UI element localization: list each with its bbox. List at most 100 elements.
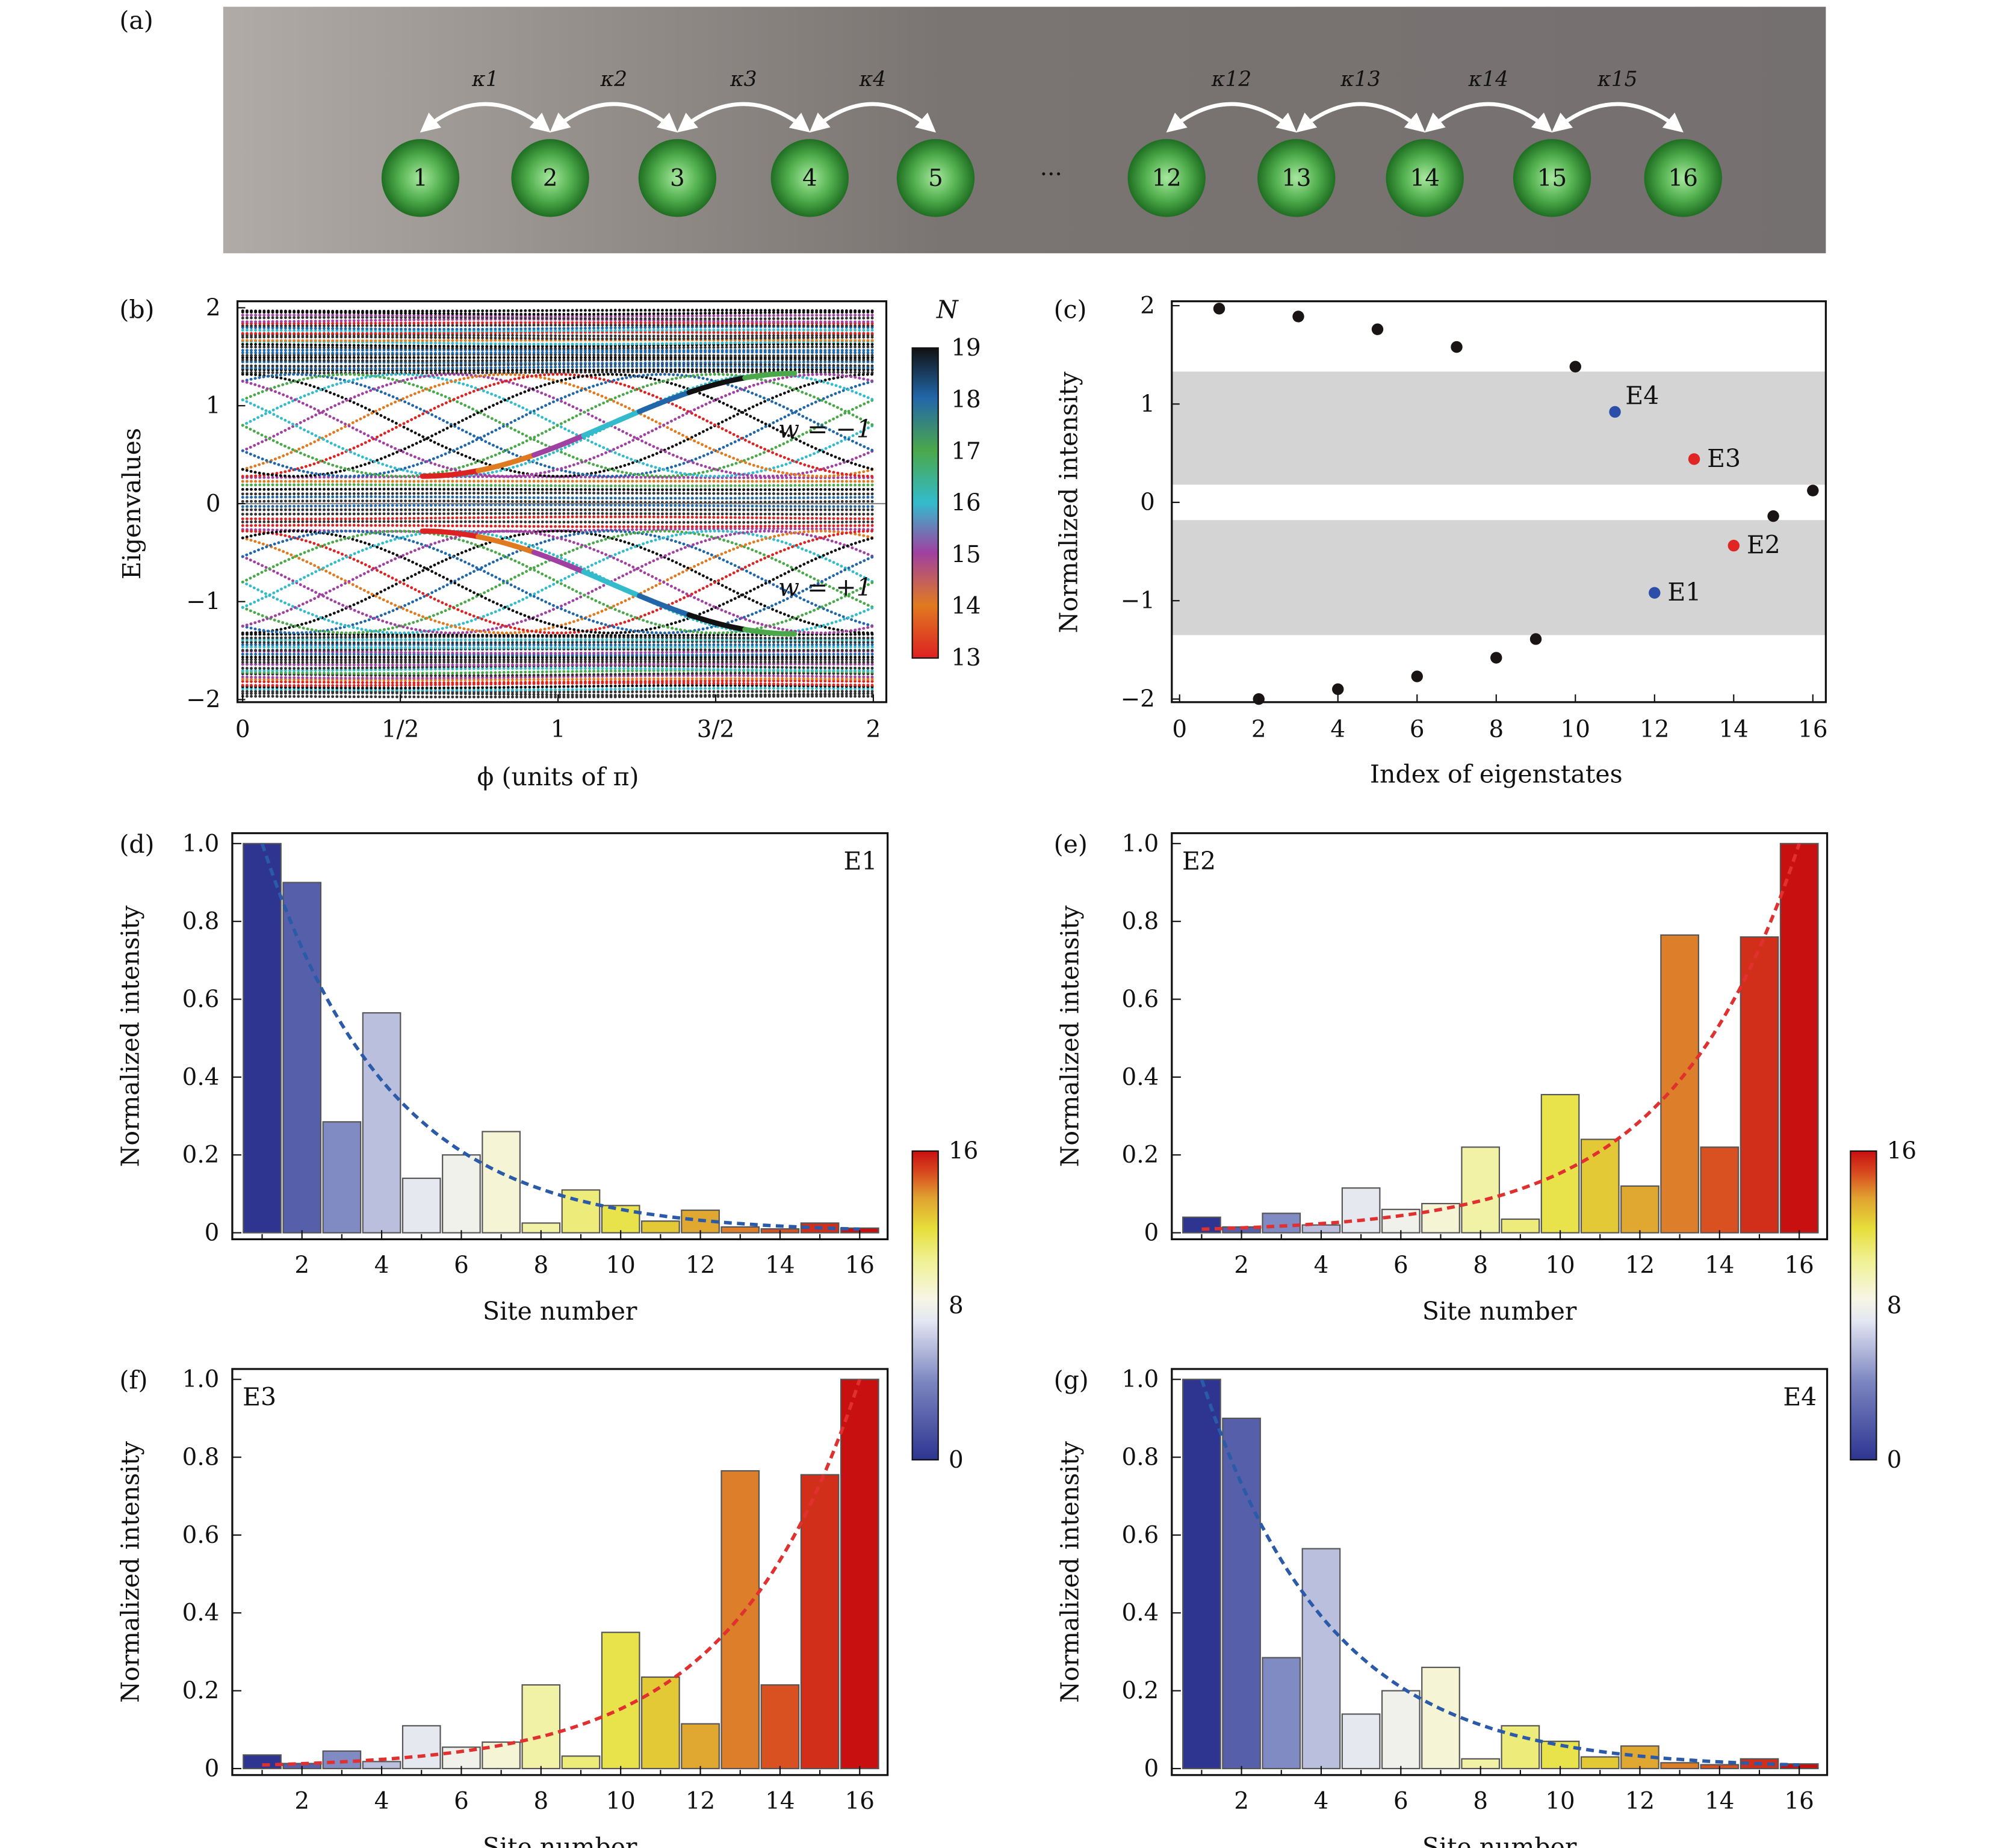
y-tick-label: 0.2 [182, 1142, 220, 1169]
lattice-node: 12 [1127, 139, 1206, 217]
x-tick-label: 4 [1314, 1788, 1329, 1815]
node-circle [638, 139, 717, 217]
colorbar-tick-label: 8 [949, 1292, 964, 1319]
x-axis-label: Site number [1422, 1832, 1577, 1848]
y-tick-label: 0.6 [182, 986, 220, 1013]
x-axis-label: Site number [483, 1832, 637, 1848]
eigenstate-point [1292, 311, 1304, 323]
gap-band [1171, 520, 1826, 635]
coupling-label: κ3 [730, 67, 757, 91]
lattice-diagram: 1 2 3 4 5 12 13 14 15 16···κ1 κ2 κ3 κ4 κ12 κ13 κ14 κ15 [223, 7, 1826, 253]
band-curve [241, 338, 875, 342]
state-label: E3 [243, 1382, 276, 1411]
x-tick-label: 4 [374, 1252, 389, 1279]
bar-site-14 [760, 1684, 800, 1770]
band-curve [241, 325, 875, 331]
bar-site-15 [1740, 936, 1779, 1234]
x-tick-label: 10 [1545, 1252, 1575, 1279]
band-curve [241, 487, 875, 492]
band-curve [241, 315, 875, 321]
node-label: 16 [1669, 165, 1698, 192]
coupling-arrow [677, 102, 810, 133]
x-tick-label: 4 [374, 1788, 389, 1815]
x-tick-label: 10 [1545, 1788, 1575, 1815]
x-tick-label: 2 [1234, 1252, 1249, 1279]
colorbar-tick-label: 19 [951, 335, 981, 362]
eigenvalue-spectrum-plot: 0 1/2 1 3/2 2 2 1 0 −1 −2 ϕ (units of π) Eigenvalue… [117, 294, 981, 791]
plot-frame [1171, 1368, 1829, 1776]
band-curve [241, 677, 875, 682]
y-tick-label: 0.6 [1122, 986, 1159, 1013]
x-tick-label: 10 [1561, 716, 1590, 743]
colorbar-tick-label: 0 [1887, 1447, 1902, 1474]
node-label: 14 [1410, 165, 1440, 192]
y-tick-label: 0.6 [182, 1522, 220, 1549]
band-curve [241, 309, 875, 313]
edge-state-curve [241, 530, 875, 635]
node-label: 4 [802, 165, 817, 192]
band-curve [241, 357, 875, 363]
coupling-label: κ2 [600, 67, 627, 91]
band-curve [241, 667, 875, 672]
bar-site-16 [840, 1379, 879, 1770]
state-label: E2 [1182, 847, 1216, 876]
y-tick-label: 1 [206, 392, 221, 419]
x-tick-label: 2 [1251, 716, 1266, 743]
bar-site-7 [1421, 1666, 1460, 1770]
band-curve [241, 318, 875, 324]
x-tick-label: 10 [606, 1252, 635, 1279]
lattice-node: 3 [638, 139, 717, 217]
winding-annotation: w = −1 [778, 415, 872, 443]
band-curve [241, 335, 875, 341]
bar-site-5 [401, 1725, 441, 1770]
x-tick-label: 2 [866, 716, 881, 743]
y-axis-label: Normalized intensity [116, 1441, 145, 1703]
eigenstate-point [1451, 341, 1463, 353]
bar-site-3 [1262, 1213, 1301, 1234]
y-tick-label: 0 [205, 1220, 220, 1247]
y-tick-label: 0.6 [1122, 1522, 1159, 1549]
bar-site-6 [442, 1154, 481, 1234]
bar-site-13 [720, 1226, 760, 1234]
band-curve [241, 664, 875, 670]
node-circle [896, 139, 975, 217]
bar-chart-e2: 2 4 6 8 10 12 14 16 1.0 0.8 0.6 0.4 0.2 0 Site number N… [1056, 830, 1829, 1326]
eigenstate-point [1332, 683, 1344, 696]
coupling-arrow [420, 102, 551, 133]
band-curve [241, 339, 875, 346]
x-tick-label: 16 [845, 1788, 875, 1815]
gap-band [1171, 371, 1826, 485]
colorbar-tick-label: 18 [951, 386, 981, 413]
node-label: 3 [670, 165, 685, 192]
bar-site-8 [1461, 1146, 1501, 1234]
coupling-arrow [1551, 102, 1684, 133]
y-tick-label: 1.0 [182, 1366, 220, 1393]
bar-site-13 [1660, 934, 1699, 1234]
bar-site-1 [1182, 1216, 1221, 1234]
y-tick-label: 0 [206, 490, 221, 518]
y-tick-label: 0.4 [1122, 1599, 1159, 1627]
bar-site-11 [641, 1220, 680, 1234]
y-tick-label: 0 [1140, 489, 1155, 516]
bar-site-10 [601, 1631, 640, 1770]
plot-frame [1171, 832, 1829, 1241]
bar-site-5 [1341, 1187, 1381, 1234]
y-tick-label: 0.2 [1122, 1142, 1159, 1169]
edge-state-curve [241, 372, 875, 478]
plot-frame [231, 1368, 889, 1776]
band-curve [241, 660, 875, 664]
bar-site-13 [720, 1470, 760, 1770]
bar-site-11 [641, 1676, 680, 1770]
band-curve [241, 365, 875, 371]
lattice-node: 15 [1513, 139, 1591, 217]
y-axis-label: Normalized intensity [1056, 1441, 1085, 1703]
band-curve [241, 333, 875, 338]
node-circle [381, 139, 460, 217]
y-tick-label: 0.4 [182, 1064, 220, 1091]
band-curve [241, 645, 875, 649]
x-tick-label: 8 [533, 1788, 548, 1815]
x-tick-label: 1 [551, 716, 566, 743]
bar-site-5 [401, 1177, 441, 1234]
y-axis-label: Normalized intensity [116, 905, 145, 1167]
